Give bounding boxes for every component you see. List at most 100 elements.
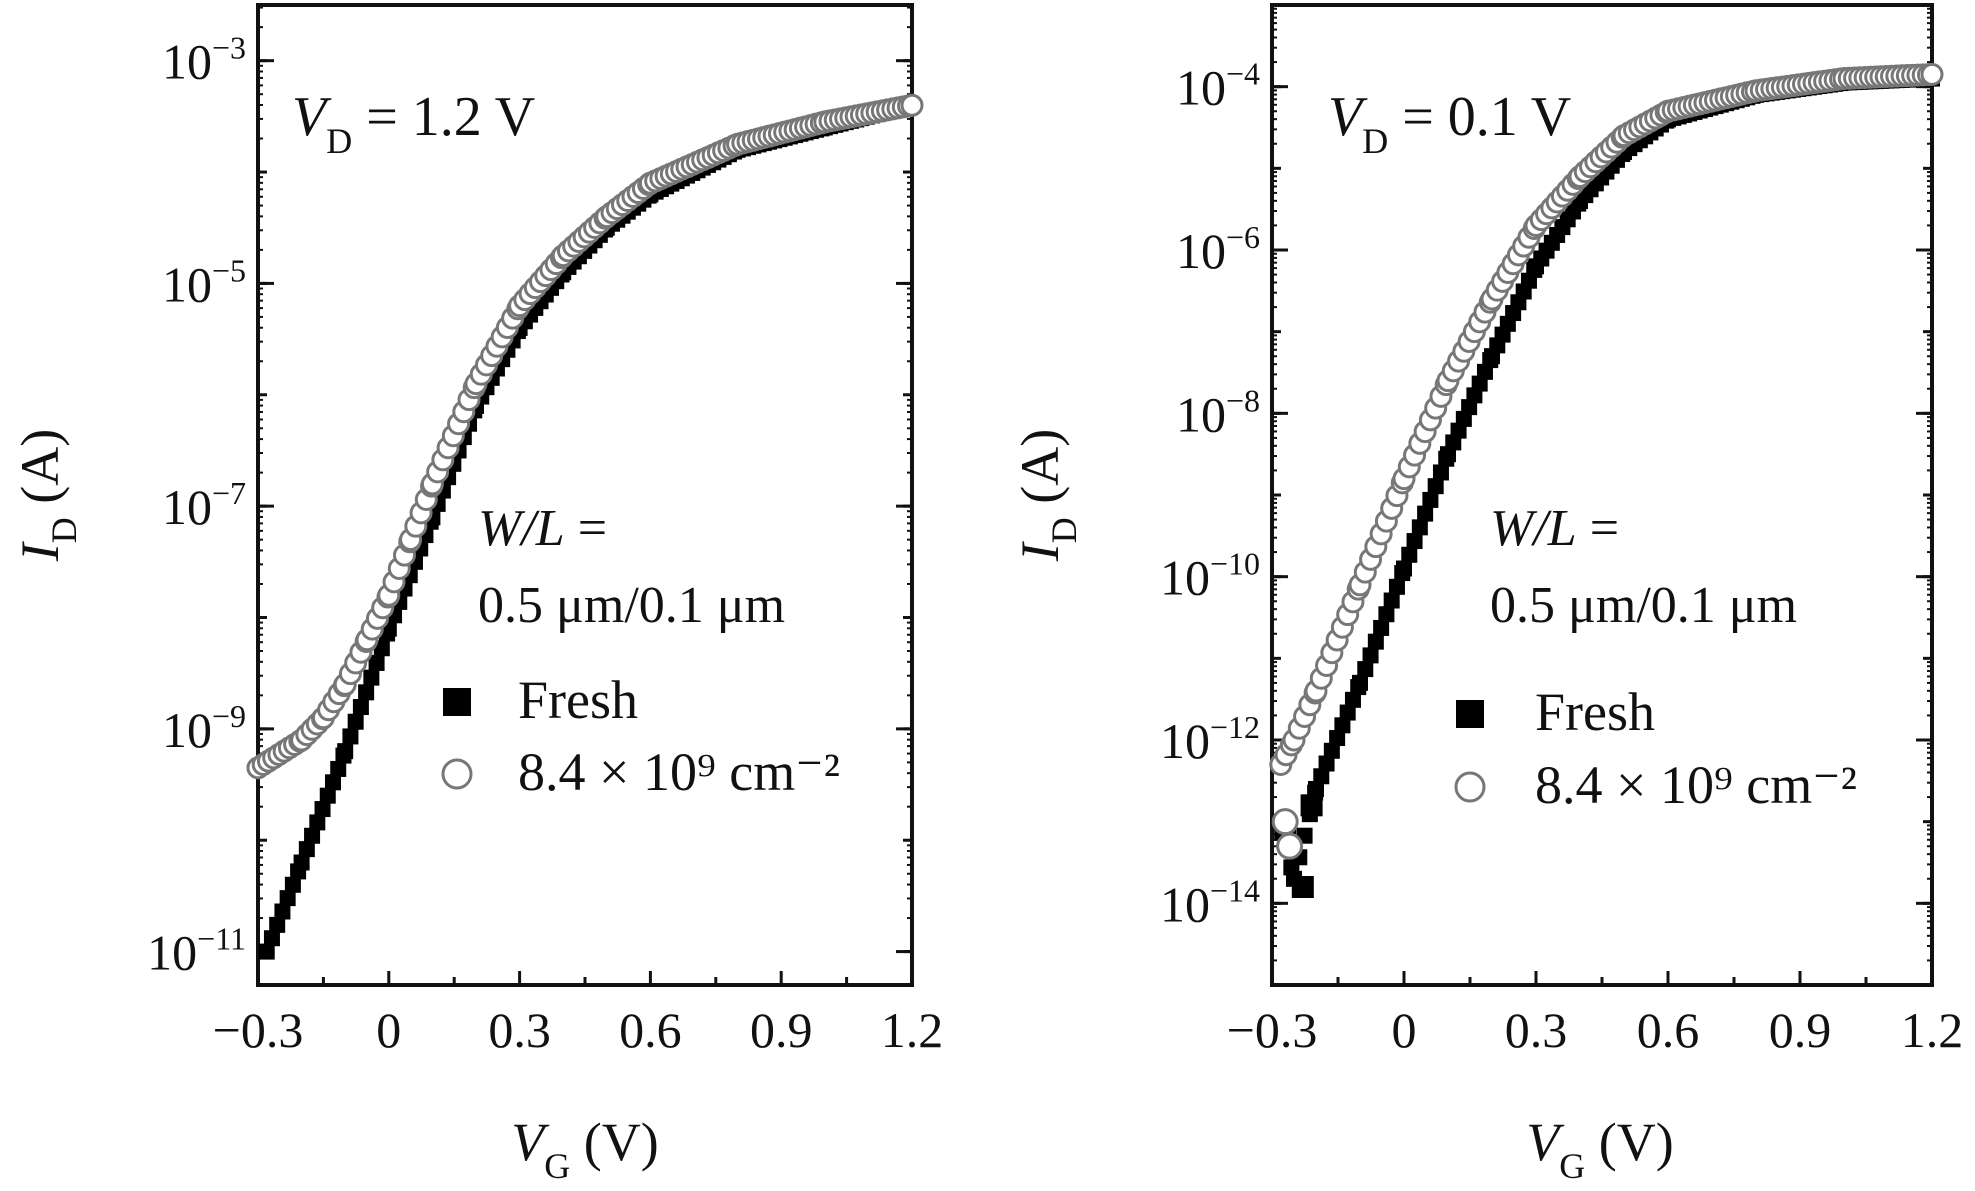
vd-annotation: VD = 0.1 V xyxy=(1328,86,1571,161)
y-tick-label: 10−11 xyxy=(147,921,246,981)
x-tick-label: 1.2 xyxy=(1901,1002,1964,1058)
wl-label: W/L = xyxy=(478,500,607,557)
data-point-fresh xyxy=(284,876,301,893)
data-point-fresh xyxy=(298,841,315,858)
x-tick-label: 0.6 xyxy=(619,1002,682,1058)
x-tick-label: 0.6 xyxy=(1637,1002,1700,1058)
data-point-fresh xyxy=(1401,546,1418,563)
data-point-fresh xyxy=(324,774,341,791)
data-point-fresh xyxy=(330,760,347,777)
data-point-fresh xyxy=(1352,674,1368,691)
x-tick-label: 0.9 xyxy=(1769,1002,1832,1058)
data-point-fresh xyxy=(1411,519,1428,536)
legend-marker-irradiated xyxy=(441,758,473,790)
data-point-fresh xyxy=(258,943,275,960)
data-point-fresh xyxy=(368,654,385,671)
legend-marker-fresh xyxy=(1456,700,1484,728)
x-axis-label: VG (V) xyxy=(511,1112,658,1186)
y-tick-label: 10−3 xyxy=(162,30,246,90)
legend-marker-fresh xyxy=(443,688,471,716)
legend: Fresh 8.4 × 10⁹ cm⁻² xyxy=(441,670,840,802)
data-point-fresh xyxy=(1329,730,1346,747)
x-tick-label: 0.9 xyxy=(750,1002,813,1058)
y-tick-label: 10−9 xyxy=(162,698,246,758)
data-point-fresh xyxy=(358,684,375,701)
x-tick-label: 0 xyxy=(376,1002,401,1058)
data-point-fresh xyxy=(337,743,354,760)
data-point-fresh xyxy=(1388,578,1405,595)
series-irradiated xyxy=(1269,62,1944,860)
x-tick-label: −0.3 xyxy=(1227,1002,1318,1058)
y-axis-label: ID (A) xyxy=(10,429,84,562)
data-point-fresh xyxy=(269,916,286,933)
data-point-fresh xyxy=(342,728,359,745)
y-tick-label: 10−14 xyxy=(1160,872,1260,932)
data-point-fresh xyxy=(1339,704,1356,721)
data-point-fresh xyxy=(263,930,280,947)
y-tick-label: 10−6 xyxy=(1176,219,1260,279)
data-point-fresh xyxy=(1318,755,1335,772)
data-point-fresh xyxy=(1334,717,1351,734)
data-point-fresh xyxy=(1422,491,1439,508)
data-point-fresh xyxy=(314,801,331,818)
data-point-fresh xyxy=(1323,742,1340,759)
data-point-fresh xyxy=(1406,533,1423,550)
data-point-irradiated xyxy=(1271,808,1299,836)
data-point-fresh xyxy=(1383,592,1400,609)
wl-value: 0.5 μm/0.1 μm xyxy=(1490,577,1797,634)
data-point-fresh xyxy=(1373,619,1390,636)
x-tick-label: 0.3 xyxy=(488,1002,551,1058)
data-point-fresh xyxy=(304,827,321,844)
data-point-fresh xyxy=(373,640,390,657)
x-axis-label: VG (V) xyxy=(1526,1112,1673,1186)
data-point-fresh xyxy=(279,890,296,907)
data-point-fresh xyxy=(309,814,326,831)
wl-label: W/L = xyxy=(1490,500,1619,557)
data-point-fresh xyxy=(1427,478,1444,495)
left-panel: −0.3 0 0.3 0.6 0.9 1.2 10−3 10−5 10−7 10−9 10−11 VG… xyxy=(10,3,944,1186)
plot-frame xyxy=(256,3,914,987)
data-point-irradiated xyxy=(1276,832,1304,860)
data-point-fresh xyxy=(1313,768,1330,785)
data-point-irradiated xyxy=(1920,62,1944,86)
x-tick-label: 0 xyxy=(1392,1002,1417,1058)
data-point-fresh xyxy=(1344,691,1361,708)
legend-label-fresh: Fresh xyxy=(1535,682,1655,742)
y-tick-label: 10−7 xyxy=(162,475,246,535)
data-point-fresh xyxy=(352,699,369,716)
y-tick-label: 10−12 xyxy=(1160,709,1260,769)
y-tick-label: 10−10 xyxy=(1160,546,1260,606)
x-tick-label: 1.2 xyxy=(881,1002,944,1058)
y-tick-label: 10−5 xyxy=(162,252,246,312)
data-point-fresh xyxy=(347,713,364,730)
data-point-fresh xyxy=(1417,505,1434,522)
y-tick-label: 10−8 xyxy=(1176,382,1260,442)
data-point-fresh xyxy=(1357,661,1374,678)
data-point-irradiated xyxy=(900,93,924,117)
data-point-fresh xyxy=(1396,560,1412,577)
data-point-fresh xyxy=(274,903,291,920)
legend-label-irradiated: 8.4 × 10⁹ cm⁻² xyxy=(1535,755,1857,815)
data-point-fresh xyxy=(1291,876,1314,898)
x-tick-label: −0.3 xyxy=(213,1002,304,1058)
y-tick-label: 10−4 xyxy=(1176,56,1260,116)
data-point-fresh xyxy=(293,854,310,871)
data-point-fresh xyxy=(1308,781,1324,797)
data-point-fresh xyxy=(319,787,336,804)
data-point-fresh xyxy=(1362,647,1379,664)
y-axis-label: ID (A) xyxy=(1010,429,1084,562)
series-irradiated xyxy=(246,93,924,780)
data-point-fresh xyxy=(363,669,380,686)
data-point-fresh xyxy=(1378,606,1395,623)
legend: Fresh 8.4 × 10⁹ cm⁻² xyxy=(1454,682,1857,815)
wl-value: 0.5 μm/0.1 μm xyxy=(478,577,785,634)
data-point-fresh xyxy=(1300,794,1323,817)
right-panel: −0.3 0 0.3 0.6 0.9 1.2 10−4 10−6 10−8 10−10 10−12 1… xyxy=(1010,3,1964,1186)
data-point-fresh xyxy=(1432,464,1449,481)
legend-label-irradiated: 8.4 × 10⁹ cm⁻² xyxy=(518,742,840,802)
data-point-fresh xyxy=(1367,633,1384,650)
legend-label-fresh: Fresh xyxy=(518,670,638,730)
vd-annotation: VD = 1.2 V xyxy=(292,86,535,161)
x-tick-label: 0.3 xyxy=(1505,1002,1568,1058)
